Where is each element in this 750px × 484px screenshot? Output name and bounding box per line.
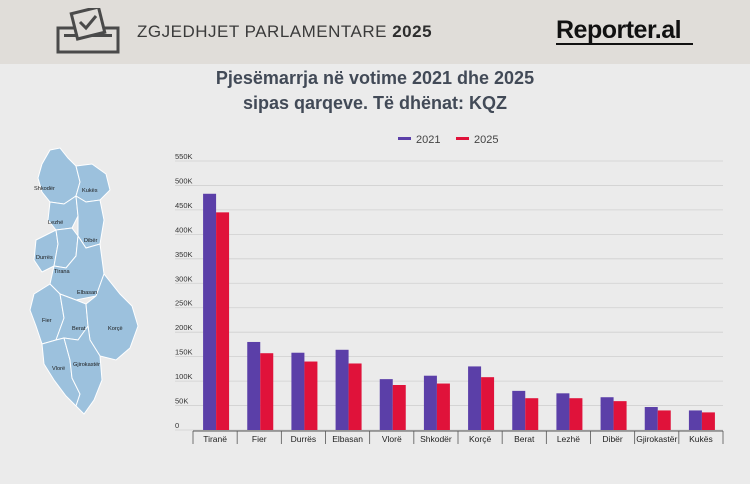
- y-tick-label: 0: [175, 421, 179, 430]
- y-tick-label: 300K: [175, 274, 193, 283]
- map-region-gjirokaster: [63, 324, 103, 415]
- bar-2021-1: [247, 341, 261, 430]
- x-category-label: Tiranë: [203, 434, 227, 444]
- map-label-vlore: Vlorë: [52, 366, 65, 372]
- x-category-label: Durrës: [291, 434, 317, 444]
- x-category-label: Dibër: [602, 434, 622, 444]
- legend-swatch-2025: [456, 137, 469, 140]
- map-label-diber: Dibër: [84, 238, 98, 244]
- bar-2025-8: [569, 398, 583, 430]
- header-title: ZGJEDHJET PARLAMENTARE 2025: [137, 22, 433, 41]
- map-label-shkoder: Shkodër: [34, 186, 55, 192]
- chart-title: Pjesëmarrja në votime 2021 dhe 2025 sipa…: [0, 66, 750, 116]
- y-tick-label: 250K: [175, 299, 193, 308]
- bar-2021-9: [600, 397, 614, 430]
- x-category-label: Shkodër: [420, 434, 452, 444]
- x-category-label: Gjirokastër: [636, 434, 677, 444]
- bar-2025-10: [657, 410, 671, 430]
- legend-label-2021: 2021: [416, 134, 440, 146]
- ballot-box-icon: [56, 8, 120, 54]
- y-tick-label: 550K: [175, 152, 193, 161]
- map-region-korce: [85, 272, 139, 361]
- bar-2021-8: [556, 393, 570, 430]
- map-label-durres: Durrës: [36, 255, 53, 261]
- bar-2025-6: [481, 377, 495, 430]
- logo-underline: [556, 43, 693, 45]
- bar-2025-1: [260, 353, 274, 430]
- y-tick-label: 200K: [175, 323, 193, 332]
- bar-2025-7: [525, 398, 539, 430]
- y-tick-label: 500K: [175, 176, 193, 185]
- y-tick-label: 400K: [175, 225, 193, 234]
- y-tick-label: 150K: [175, 348, 193, 357]
- map-label-gjirokaster: Gjirokastër: [73, 362, 100, 368]
- bar-2021-4: [379, 379, 393, 430]
- chart-title-line2: sipas qarqeve. Të dhënat: KQZ: [242, 93, 508, 113]
- map-label-korce: Korçë: [108, 326, 123, 332]
- x-category-label: Elbasan: [332, 434, 363, 444]
- bar-2021-11: [688, 410, 702, 430]
- x-category-label: Korçë: [469, 434, 491, 444]
- bar-2025-5: [436, 383, 450, 430]
- y-tick-label: 350K: [175, 250, 193, 259]
- bar-2021-6: [468, 366, 482, 430]
- y-tick-label: 100K: [175, 372, 193, 381]
- map-region-lezhe: [47, 195, 79, 231]
- chart-title-line1: Pjesëmarrja në votime 2021 dhe 2025: [215, 68, 535, 88]
- header-bar: ZGJEDHJET PARLAMENTARE 2025 Reporter.al: [0, 0, 750, 64]
- bar-2025-9: [613, 401, 627, 430]
- y-tick-label: 50K: [175, 397, 188, 406]
- x-category-label: Berat: [514, 434, 535, 444]
- map-label-kukes: Kukës: [82, 188, 98, 194]
- bar-2021-10: [644, 407, 658, 430]
- map-label-tirana: Tirana: [54, 269, 71, 275]
- bar-2025-4: [392, 385, 406, 430]
- bar-2025-0: [216, 212, 230, 430]
- x-category-label: Kukës: [689, 434, 713, 444]
- reporter-logo[interactable]: Reporter.al: [556, 16, 682, 44]
- x-category-label: Lezhë: [557, 434, 580, 444]
- bar-2021-0: [203, 193, 217, 430]
- bar-2021-2: [291, 352, 305, 430]
- bar-2025-2: [304, 361, 318, 430]
- bar-2025-3: [348, 363, 362, 430]
- map-label-lezhe: Lezhë: [48, 220, 63, 226]
- bar-2021-3: [335, 349, 349, 430]
- legend-label-2025: 2025: [474, 134, 498, 146]
- legend-swatch-2021: [398, 137, 411, 140]
- map-label-elbasan: Elbasan: [77, 290, 97, 296]
- map-label-berat: Berat: [72, 326, 86, 332]
- bar-2025-11: [701, 412, 715, 430]
- x-category-label: Fier: [252, 434, 267, 444]
- map-label-fier: Fier: [42, 318, 52, 324]
- albania-map: Shkodër Kukës Lezhë Dibër Durrës Tirana …: [29, 147, 139, 415]
- y-tick-label: 450K: [175, 201, 193, 210]
- x-category-label: Vlorë: [382, 434, 402, 444]
- bar-2021-7: [512, 390, 526, 430]
- bar-2021-5: [423, 375, 437, 430]
